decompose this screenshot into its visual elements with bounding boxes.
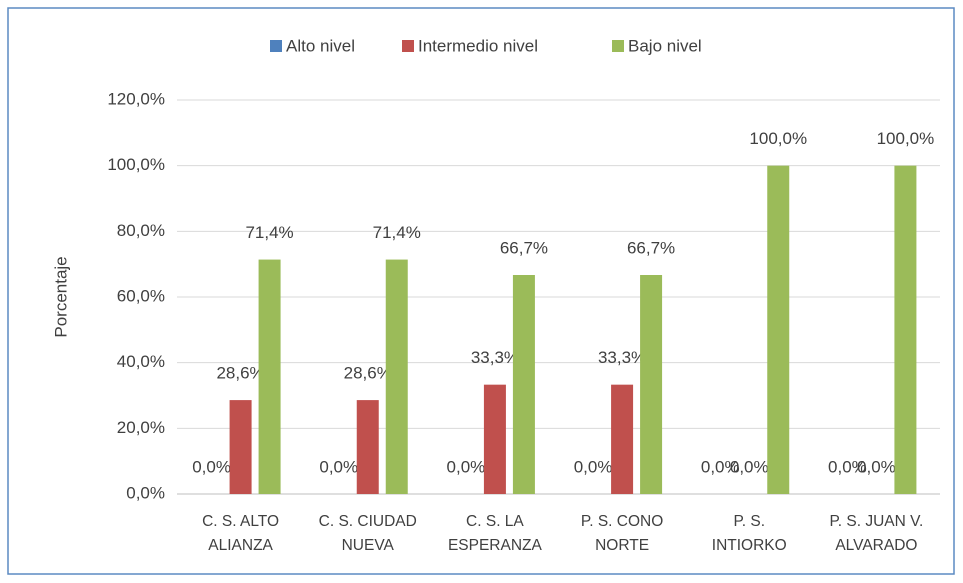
data-label: 0,0% xyxy=(701,457,740,476)
bar xyxy=(611,384,634,494)
data-label: 28,6% xyxy=(216,364,264,383)
data-label: 0,0% xyxy=(192,457,231,476)
x-tick-label: P. S. CONO NORTE xyxy=(580,513,664,554)
legend-swatch xyxy=(612,40,624,52)
bar xyxy=(640,275,663,494)
bar xyxy=(258,259,281,494)
x-tick-label: C. S. CIUDAD NUEVA xyxy=(318,513,417,554)
bar xyxy=(229,400,252,494)
data-label: 66,7% xyxy=(627,238,675,257)
legend-swatch xyxy=(402,40,414,52)
x-tick-label: P. S. JUAN V. ALVARADO xyxy=(829,513,924,554)
data-label: 33,3% xyxy=(471,348,519,367)
bar xyxy=(356,400,379,494)
bar xyxy=(385,259,408,494)
x-tick-label: P. S. INTIORKO xyxy=(711,513,787,554)
y-tick-label: 100,0% xyxy=(107,155,165,174)
bar xyxy=(767,165,790,494)
data-label: 0,0% xyxy=(574,457,613,476)
data-label: 0,0% xyxy=(730,457,769,476)
data-label: 33,3% xyxy=(598,348,646,367)
data-label: 0,0% xyxy=(857,457,896,476)
y-tick-label: 80,0% xyxy=(117,221,165,240)
data-label: 28,6% xyxy=(344,364,392,383)
x-tick-label: C. S. LA ESPERANZA xyxy=(447,513,542,554)
data-label: 0,0% xyxy=(828,457,867,476)
y-axis-title: Porcentaje xyxy=(51,256,70,337)
y-tick-label: 0,0% xyxy=(126,483,165,502)
bar xyxy=(894,165,917,494)
legend-swatch xyxy=(270,40,282,52)
data-label: 66,7% xyxy=(500,238,548,257)
legend-label: Bajo nivel xyxy=(628,36,702,55)
bar xyxy=(512,275,535,494)
y-tick-label: 20,0% xyxy=(117,418,165,437)
y-tick-label: 60,0% xyxy=(117,286,165,305)
legend-label: Alto nivel xyxy=(286,36,355,55)
data-label: 0,0% xyxy=(447,457,486,476)
data-label: 100,0% xyxy=(877,129,935,148)
data-label: 0,0% xyxy=(319,457,358,476)
data-label: 100,0% xyxy=(749,129,807,148)
data-label: 71,4% xyxy=(373,223,421,242)
legend-label: Intermedio nivel xyxy=(418,36,538,55)
bar xyxy=(483,384,506,494)
y-tick-label: 120,0% xyxy=(107,89,165,108)
y-tick-label: 40,0% xyxy=(117,352,165,371)
data-label: 71,4% xyxy=(245,223,293,242)
chart-border xyxy=(7,7,955,575)
x-tick-label: C. S. ALTO ALIANZA xyxy=(202,513,280,554)
